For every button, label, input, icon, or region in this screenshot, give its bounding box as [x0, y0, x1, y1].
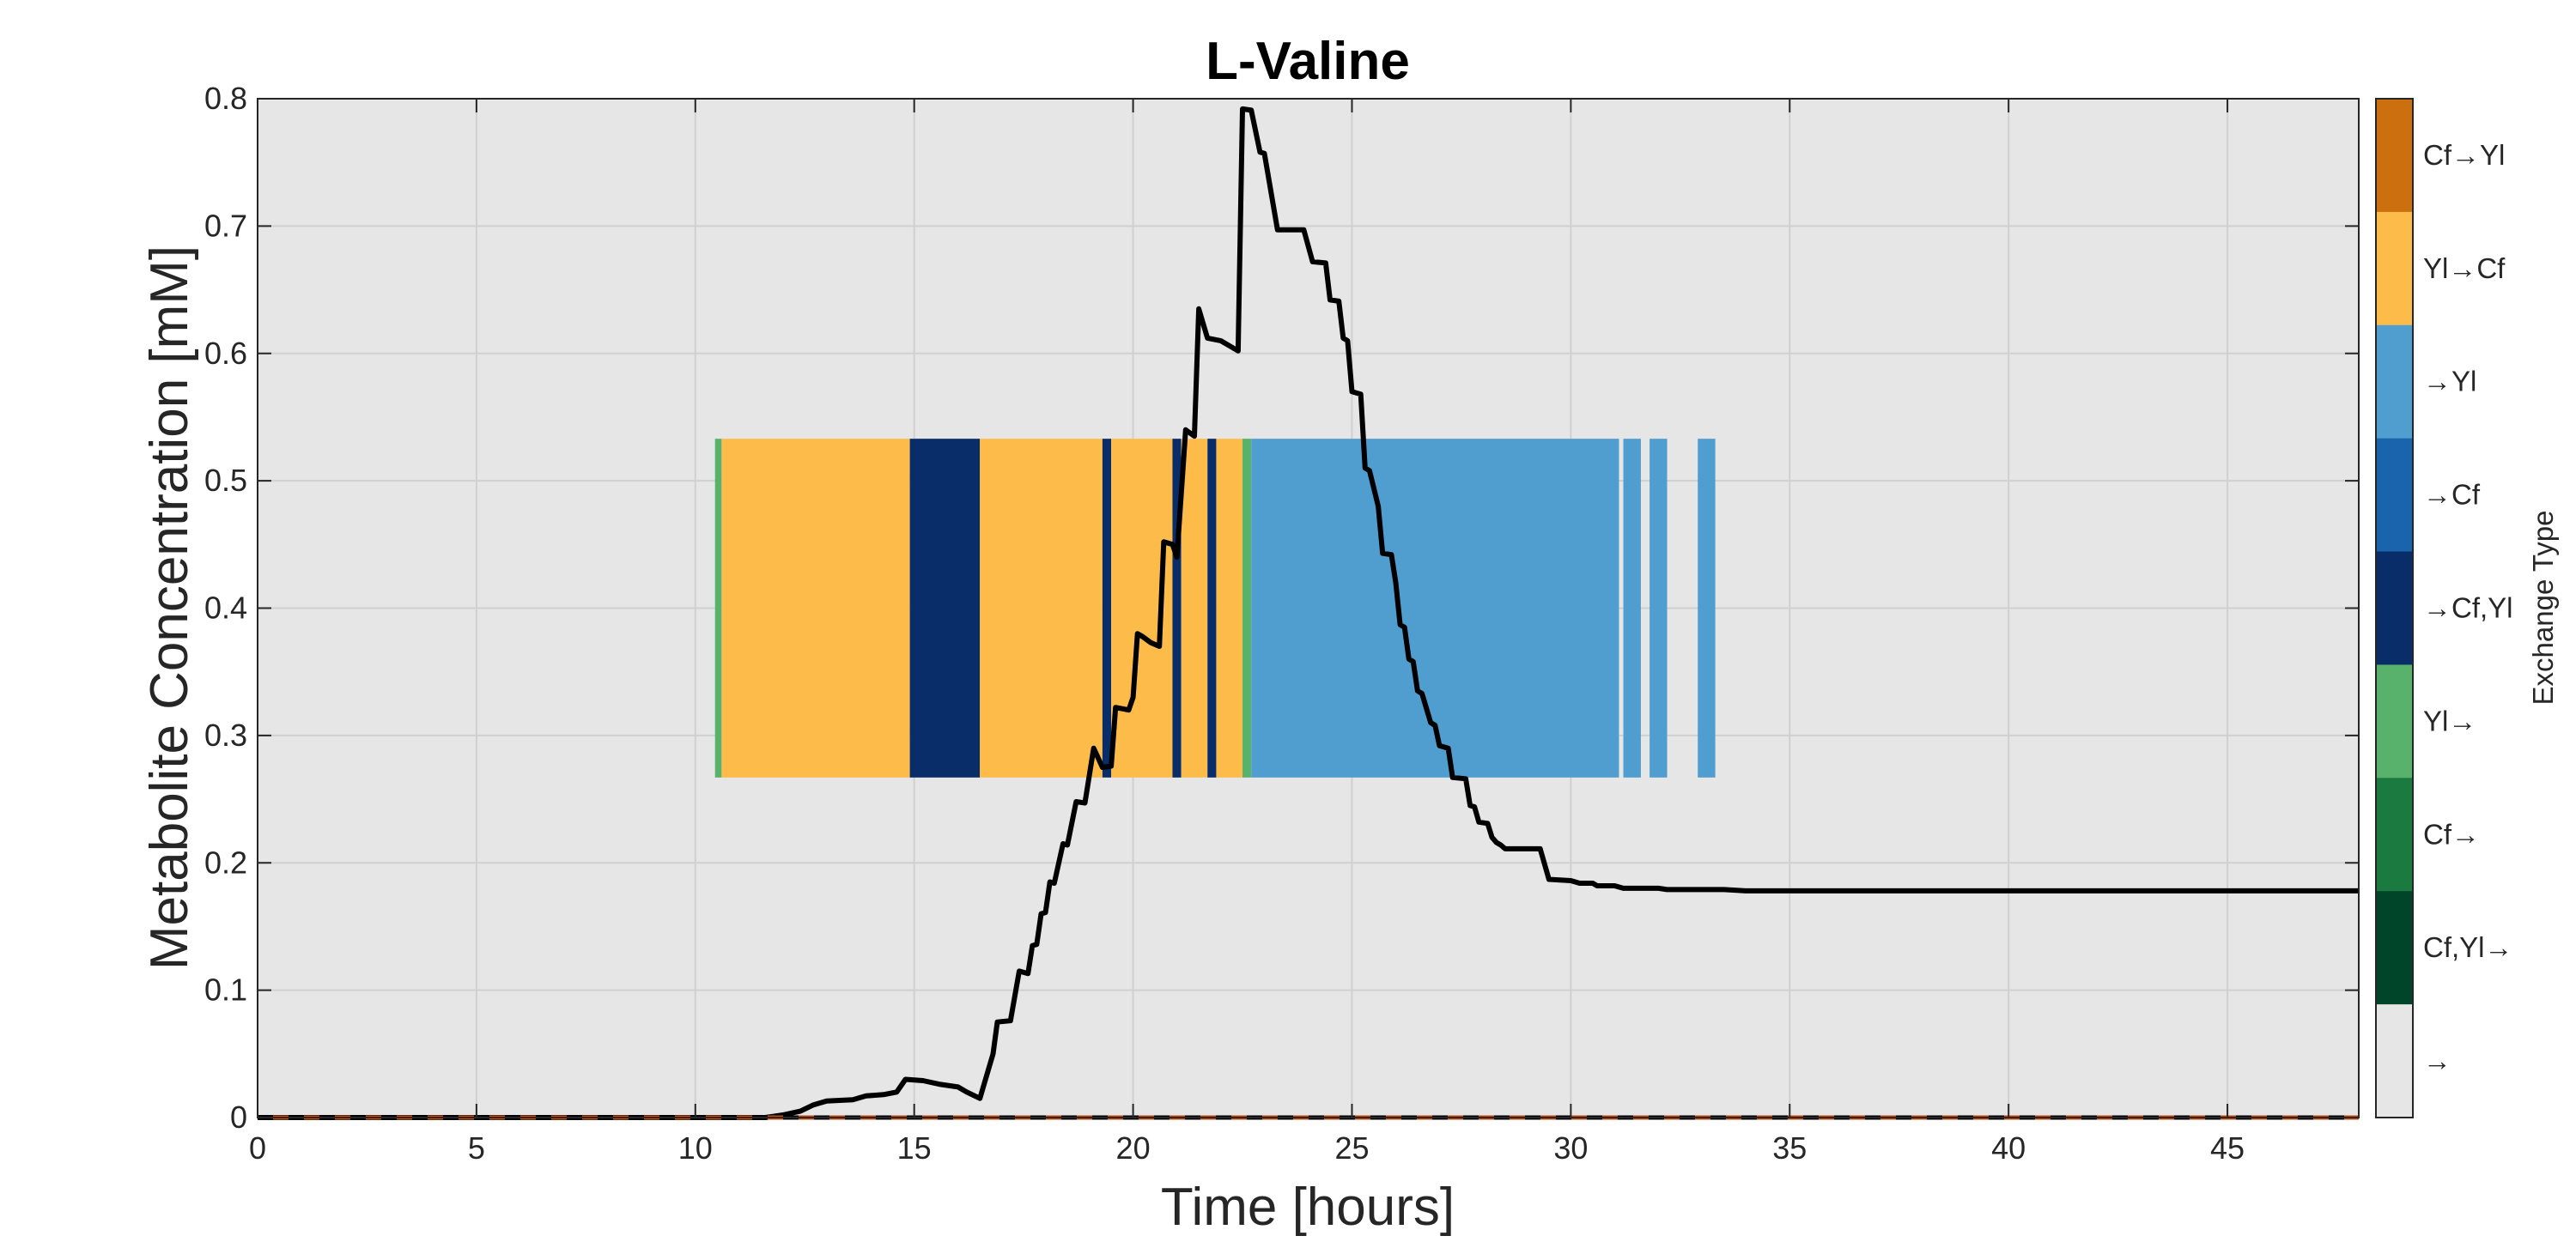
- x-tick-label: 10: [678, 1130, 713, 1166]
- exchange-segment: [1181, 439, 1208, 778]
- y-tick-label: 0.7: [204, 208, 247, 243]
- colorbar-title: Exchange Type: [2527, 511, 2559, 706]
- exchange-segment: [1251, 439, 1619, 778]
- y-axis-title: Metabolite Concentration [mM]: [140, 245, 199, 970]
- colorbar-label: Cf,Yl→: [2423, 931, 2513, 963]
- exchange-segment: [1649, 439, 1668, 778]
- colorbar-frame: [2375, 98, 2414, 1118]
- colorbar-swatch: [2376, 99, 2413, 213]
- colorbar-label: Cf→: [2423, 818, 2480, 850]
- x-tick-label: 30: [1553, 1130, 1588, 1166]
- exchange-segment: [1102, 439, 1112, 778]
- x-tick-label: 20: [1116, 1130, 1151, 1166]
- series-line-0: [258, 106, 2359, 1120]
- exchange-segment: [980, 439, 1103, 778]
- exchange-segment: [1216, 439, 1243, 778]
- axis-ticks: 0 5 10 15 20 25 30 35 40 45 0 0.1 0.2 0.3 0.4 0.5 0.6 0.7…: [204, 81, 2359, 1166]
- y-tick-label: 0.2: [204, 845, 247, 880]
- x-tick-label: 40: [1991, 1130, 2026, 1166]
- chart-title: L-Valine: [1206, 32, 1410, 91]
- colorbar-label: →Yl: [2423, 366, 2476, 397]
- exchange-segment: [1623, 439, 1641, 778]
- x-tick-label: 25: [1334, 1130, 1369, 1166]
- y-tick-label: 0.4: [204, 591, 247, 626]
- x-tick-label: 35: [1772, 1130, 1807, 1166]
- colorbar-label: Cf→Yl: [2423, 139, 2505, 171]
- exchange-segment: [1242, 439, 1252, 778]
- exchange-segment: [1172, 439, 1182, 778]
- y-tick-label: 0.6: [204, 336, 247, 371]
- colorbar-swatch: [2376, 664, 2413, 779]
- y-tick-label: 0.3: [204, 718, 247, 753]
- y-tick-label: 0.5: [204, 463, 247, 498]
- colorbar-swatch: [2376, 211, 2413, 326]
- colorbar-label: Yl→Cf: [2423, 252, 2506, 284]
- y-tick-label: 0: [230, 1100, 247, 1135]
- exchange-segment: [714, 439, 722, 778]
- x-axis-title: Time [hours]: [1161, 1178, 1455, 1237]
- exchange-band: [714, 439, 1716, 778]
- x-tick-label: 45: [2210, 1130, 2245, 1166]
- exchange-segment: [909, 439, 981, 778]
- x-tick-label: 15: [897, 1130, 932, 1166]
- colorbar-swatch: [2376, 1004, 2413, 1118]
- colorbar-swatch: [2376, 324, 2413, 439]
- y-tick-label: 0.1: [204, 972, 247, 1008]
- x-tick-label: 5: [468, 1130, 485, 1166]
- colorbar-swatch: [2376, 438, 2413, 553]
- colorbar: Cf→Yl Yl→Cf →Yl →Cf →Cf,Yl Yl→ Cf→ Cf,Yl→ →: [2375, 98, 2513, 1118]
- colorbar-swatch: [2376, 891, 2413, 1005]
- exchange-segment: [721, 439, 910, 778]
- colorbar-swatch: [2376, 778, 2413, 892]
- exchange-segment: [1207, 439, 1217, 778]
- colorbar-label: →Cf: [2423, 479, 2481, 511]
- y-tick-label: 0.8: [204, 81, 247, 116]
- x-tick-label: 0: [249, 1130, 266, 1166]
- colorbar-swatch: [2376, 551, 2413, 665]
- colorbar-label: →Cf,Yl: [2423, 592, 2513, 624]
- colorbar-label: Yl→: [2423, 705, 2476, 736]
- colorbar-label: →: [2423, 1045, 2451, 1076]
- exchange-segment: [1698, 439, 1716, 778]
